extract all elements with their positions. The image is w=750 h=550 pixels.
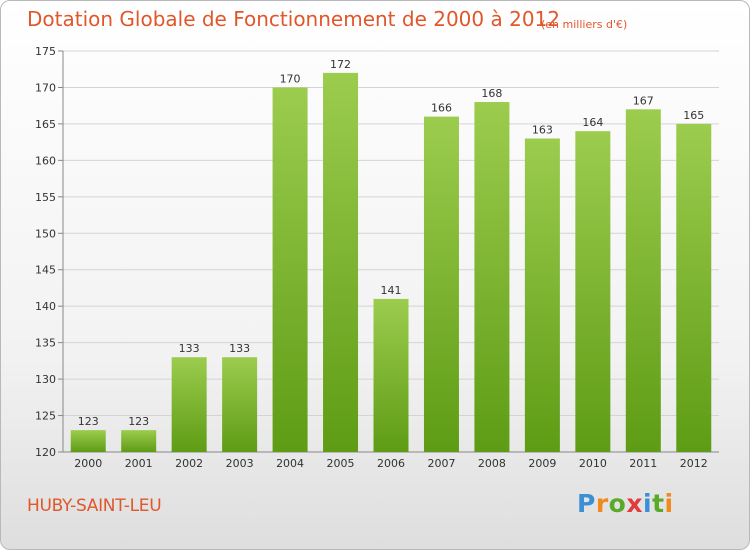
x-tick-label: 2007 bbox=[427, 457, 455, 470]
data-label: 166 bbox=[431, 102, 452, 115]
data-label: 170 bbox=[280, 72, 301, 85]
data-label: 168 bbox=[481, 87, 502, 100]
x-tick-label: 2008 bbox=[478, 457, 506, 470]
y-tick-label: 135 bbox=[35, 337, 56, 350]
bar bbox=[676, 123, 712, 452]
x-tick-label: 2003 bbox=[226, 457, 254, 470]
bar bbox=[474, 102, 510, 452]
x-tick-label: 2006 bbox=[377, 457, 405, 470]
proxiti-logo: Proxiti bbox=[577, 489, 674, 518]
data-label: 172 bbox=[330, 58, 351, 71]
y-tick-label: 120 bbox=[35, 446, 56, 459]
x-tick-label: 2002 bbox=[175, 457, 203, 470]
data-label: 141 bbox=[381, 284, 402, 297]
y-tick-label: 150 bbox=[35, 227, 56, 240]
x-tick-label: 2005 bbox=[327, 457, 355, 470]
x-tick-label: 2012 bbox=[680, 457, 708, 470]
y-tick-label: 175 bbox=[35, 45, 56, 58]
logo-letter: i bbox=[643, 489, 653, 518]
bar bbox=[171, 357, 207, 452]
y-tick-label: 125 bbox=[35, 410, 56, 423]
data-label: 133 bbox=[179, 342, 200, 355]
bar bbox=[70, 430, 106, 452]
bar bbox=[423, 116, 459, 453]
bars bbox=[70, 72, 712, 453]
y-tick-label: 145 bbox=[35, 264, 56, 277]
y-tick-label: 140 bbox=[35, 300, 56, 313]
logo-letter: o bbox=[608, 489, 627, 518]
bar bbox=[323, 72, 359, 452]
data-label: 165 bbox=[683, 109, 704, 122]
chart-title: Dotation Globale de Fonctionnement de 20… bbox=[27, 7, 560, 31]
x-tick-label: 2004 bbox=[276, 457, 304, 470]
bar bbox=[121, 430, 157, 452]
bar bbox=[575, 131, 611, 452]
y-tick-label: 155 bbox=[35, 191, 56, 204]
data-label: 123 bbox=[128, 415, 149, 428]
data-label: 164 bbox=[582, 116, 603, 129]
unit-label: (en milliers d'€) bbox=[541, 18, 628, 31]
logo-letter: i bbox=[664, 489, 674, 518]
logo-letter: P bbox=[577, 489, 596, 518]
data-label: 167 bbox=[633, 94, 654, 107]
y-tick-label: 160 bbox=[35, 154, 56, 167]
bar bbox=[272, 87, 308, 453]
city-name: HUBY-SAINT-LEU bbox=[27, 496, 162, 516]
logo-letter: x bbox=[626, 489, 643, 518]
y-tick-label: 130 bbox=[35, 373, 56, 386]
x-tick-label: 2009 bbox=[528, 457, 556, 470]
x-tick-label: 2001 bbox=[125, 457, 153, 470]
y-tick-label: 170 bbox=[35, 81, 56, 94]
data-label: 123 bbox=[78, 415, 99, 428]
y-tick-label: 165 bbox=[35, 118, 56, 131]
x-tick-label: 2010 bbox=[579, 457, 607, 470]
bar bbox=[373, 298, 409, 452]
bar bbox=[625, 109, 661, 452]
data-label: 133 bbox=[229, 342, 250, 355]
x-tick-label: 2000 bbox=[74, 457, 102, 470]
x-tick-label: 2011 bbox=[629, 457, 657, 470]
logo-letter: r bbox=[595, 489, 609, 518]
logo-letter: t bbox=[652, 489, 665, 518]
bar bbox=[222, 357, 258, 452]
bar bbox=[524, 138, 560, 452]
data-label: 163 bbox=[532, 123, 553, 136]
labels: 123 2000 123 2001 133 2002 133 2003 170 2004 172 20… bbox=[74, 58, 708, 470]
